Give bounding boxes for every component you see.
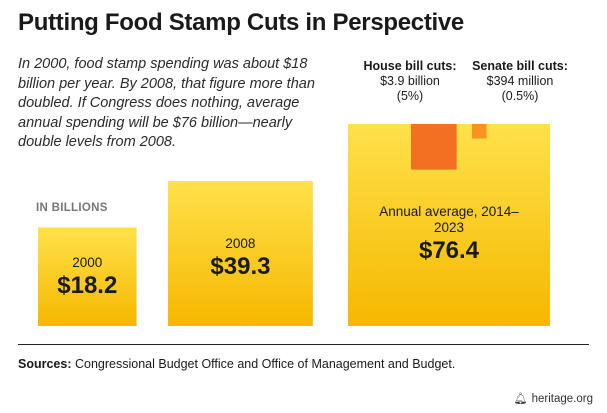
bar-category-average: Annual average, 2014–2023 bbox=[379, 204, 519, 235]
liberty-bell-icon: 🔔︎ bbox=[513, 393, 528, 405]
sources-note: Sources: Congressional Budget Office and… bbox=[18, 357, 455, 371]
page-title: Putting Food Stamp Cuts in Perspective bbox=[18, 9, 464, 36]
bar-value-average: $76.4 bbox=[418, 237, 480, 264]
bar-value-2000: $18.2 bbox=[57, 272, 118, 300]
house-cut-mark bbox=[411, 124, 457, 170]
sources-text: Congressional Budget Office and Office o… bbox=[71, 357, 456, 371]
brand-link[interactable]: 🔔︎ heritage.org bbox=[514, 392, 593, 405]
bar-label-average: Annual average, 2014–2023 $76.4 bbox=[368, 204, 530, 265]
bar-value-2008: $39.3 bbox=[210, 253, 271, 281]
senate-cut-amount: $394 million bbox=[486, 74, 554, 88]
house-cut-label: House bill cuts: $3.9 billion (5%) bbox=[355, 59, 465, 104]
bar-label-2008: 2008 $39.3 bbox=[168, 236, 313, 281]
house-cut-amount: $3.9 billion bbox=[380, 74, 440, 88]
intro-text: In 2000, food stamp spending was about $… bbox=[18, 56, 315, 150]
house-cut-title: House bill cuts: bbox=[363, 59, 457, 73]
bar-label-2000: 2000 $18.2 bbox=[38, 255, 137, 300]
senate-cut-mark bbox=[472, 124, 487, 139]
senate-cut-label: Senate bill cuts: $394 million (0.5%) bbox=[470, 59, 570, 104]
brand-text: heritage.org bbox=[531, 393, 593, 405]
unit-label: IN BILLIONS bbox=[36, 202, 108, 214]
house-cut-pct: (5%) bbox=[396, 89, 424, 103]
senate-cut-title: Senate bill cuts: bbox=[472, 59, 568, 73]
bar-category-2000: 2000 bbox=[72, 255, 103, 271]
footer-divider bbox=[18, 344, 589, 345]
senate-cut-pct: (0.5%) bbox=[501, 89, 539, 103]
sources-label: Sources: bbox=[18, 357, 72, 371]
bar-category-2008: 2008 bbox=[225, 236, 256, 252]
